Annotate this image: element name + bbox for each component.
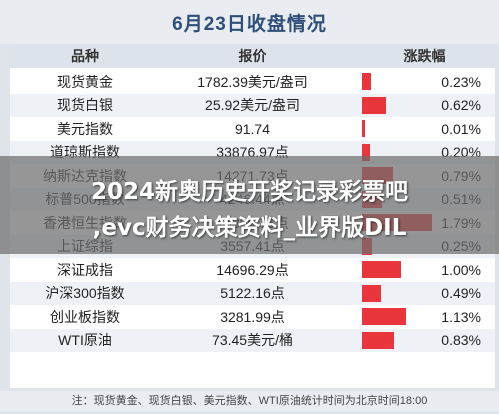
change-bar bbox=[362, 73, 371, 90]
table-row: 现货黄金 1782.39美元/盎司 0.23% bbox=[10, 70, 495, 94]
row-name: 深证成指 bbox=[57, 261, 113, 278]
row-price: 14696.29点 bbox=[216, 261, 289, 278]
change-cell: 0.83% bbox=[362, 329, 487, 353]
footnote: 注：现货黄金、现货白银、美元指数、WTI原油统计时间为北京时间18:00 bbox=[0, 391, 499, 411]
row-name: 创业板指数 bbox=[50, 308, 120, 325]
row-name: 美元指数 bbox=[57, 120, 113, 137]
table-row: WTI原油 73.45美元/桶 0.83% bbox=[10, 328, 495, 353]
change-percent: 0.83% bbox=[441, 332, 481, 349]
change-bar bbox=[362, 331, 395, 349]
banner-line-1: 2024新奥历史开奖记录彩票吧 bbox=[90, 179, 408, 205]
row-price: 25.92美元/盎司 bbox=[205, 97, 300, 114]
change-bar bbox=[362, 96, 387, 114]
change-percent: 0.01% bbox=[441, 120, 481, 137]
table-header: 品种 报价 涨跌幅 bbox=[10, 44, 495, 68]
header-price: 报价 bbox=[238, 47, 267, 64]
change-percent: 0.49% bbox=[441, 285, 481, 302]
table-row: 现货白银 25.92美元/盎司 0.62% bbox=[10, 93, 495, 118]
row-name: 沪深300指数 bbox=[45, 285, 125, 302]
change-cell: 1.13% bbox=[362, 305, 487, 329]
change-cell: 0.23% bbox=[362, 70, 487, 94]
change-bar bbox=[362, 261, 402, 278]
banner-line-2: ,evc财务决策资料_业界版DIL bbox=[92, 215, 407, 241]
row-price: 5122.16点 bbox=[220, 285, 285, 302]
row-name: 现货白银 bbox=[57, 97, 113, 114]
change-bar bbox=[362, 120, 365, 137]
header-name: 品种 bbox=[71, 47, 99, 64]
change-percent: 1.13% bbox=[441, 308, 481, 325]
row-name: WTI原油 bbox=[58, 332, 112, 349]
change-cell: 0.49% bbox=[362, 282, 487, 306]
change-cell: 1.00% bbox=[362, 258, 487, 282]
header-change: 涨跌幅 bbox=[403, 47, 446, 64]
change-bar bbox=[362, 143, 370, 161]
change-cell: 0.01% bbox=[362, 117, 487, 141]
change-percent: 1.00% bbox=[441, 261, 481, 278]
change-percent: 0.62% bbox=[441, 97, 481, 114]
table-row: 美元指数 91.74 0.01% bbox=[10, 117, 495, 141]
row-price: 1782.39美元/盎司 bbox=[197, 73, 308, 90]
change-percent: 0.23% bbox=[441, 73, 481, 90]
row-price: 73.45美元/桶 bbox=[212, 332, 293, 349]
row-name: 现货黄金 bbox=[57, 73, 113, 90]
change-bar bbox=[362, 284, 382, 302]
row-price: 3281.99点 bbox=[220, 308, 285, 325]
page-title: 6月23日收盘情况 bbox=[0, 0, 499, 44]
table-row: 创业板指数 3281.99点 1.13% bbox=[10, 305, 495, 329]
row-price: 91.74 bbox=[234, 120, 271, 137]
change-cell: 0.62% bbox=[362, 94, 487, 118]
change-bar bbox=[362, 308, 407, 325]
table-row: 深证成指 14696.29点 1.00% bbox=[10, 258, 495, 282]
table-row: 沪深300指数 5122.16点 0.49% bbox=[10, 281, 495, 306]
overlay-banner: 2024新奥历史开奖记录彩票吧 ,evc财务决策资料_业界版DIL bbox=[0, 156, 499, 254]
